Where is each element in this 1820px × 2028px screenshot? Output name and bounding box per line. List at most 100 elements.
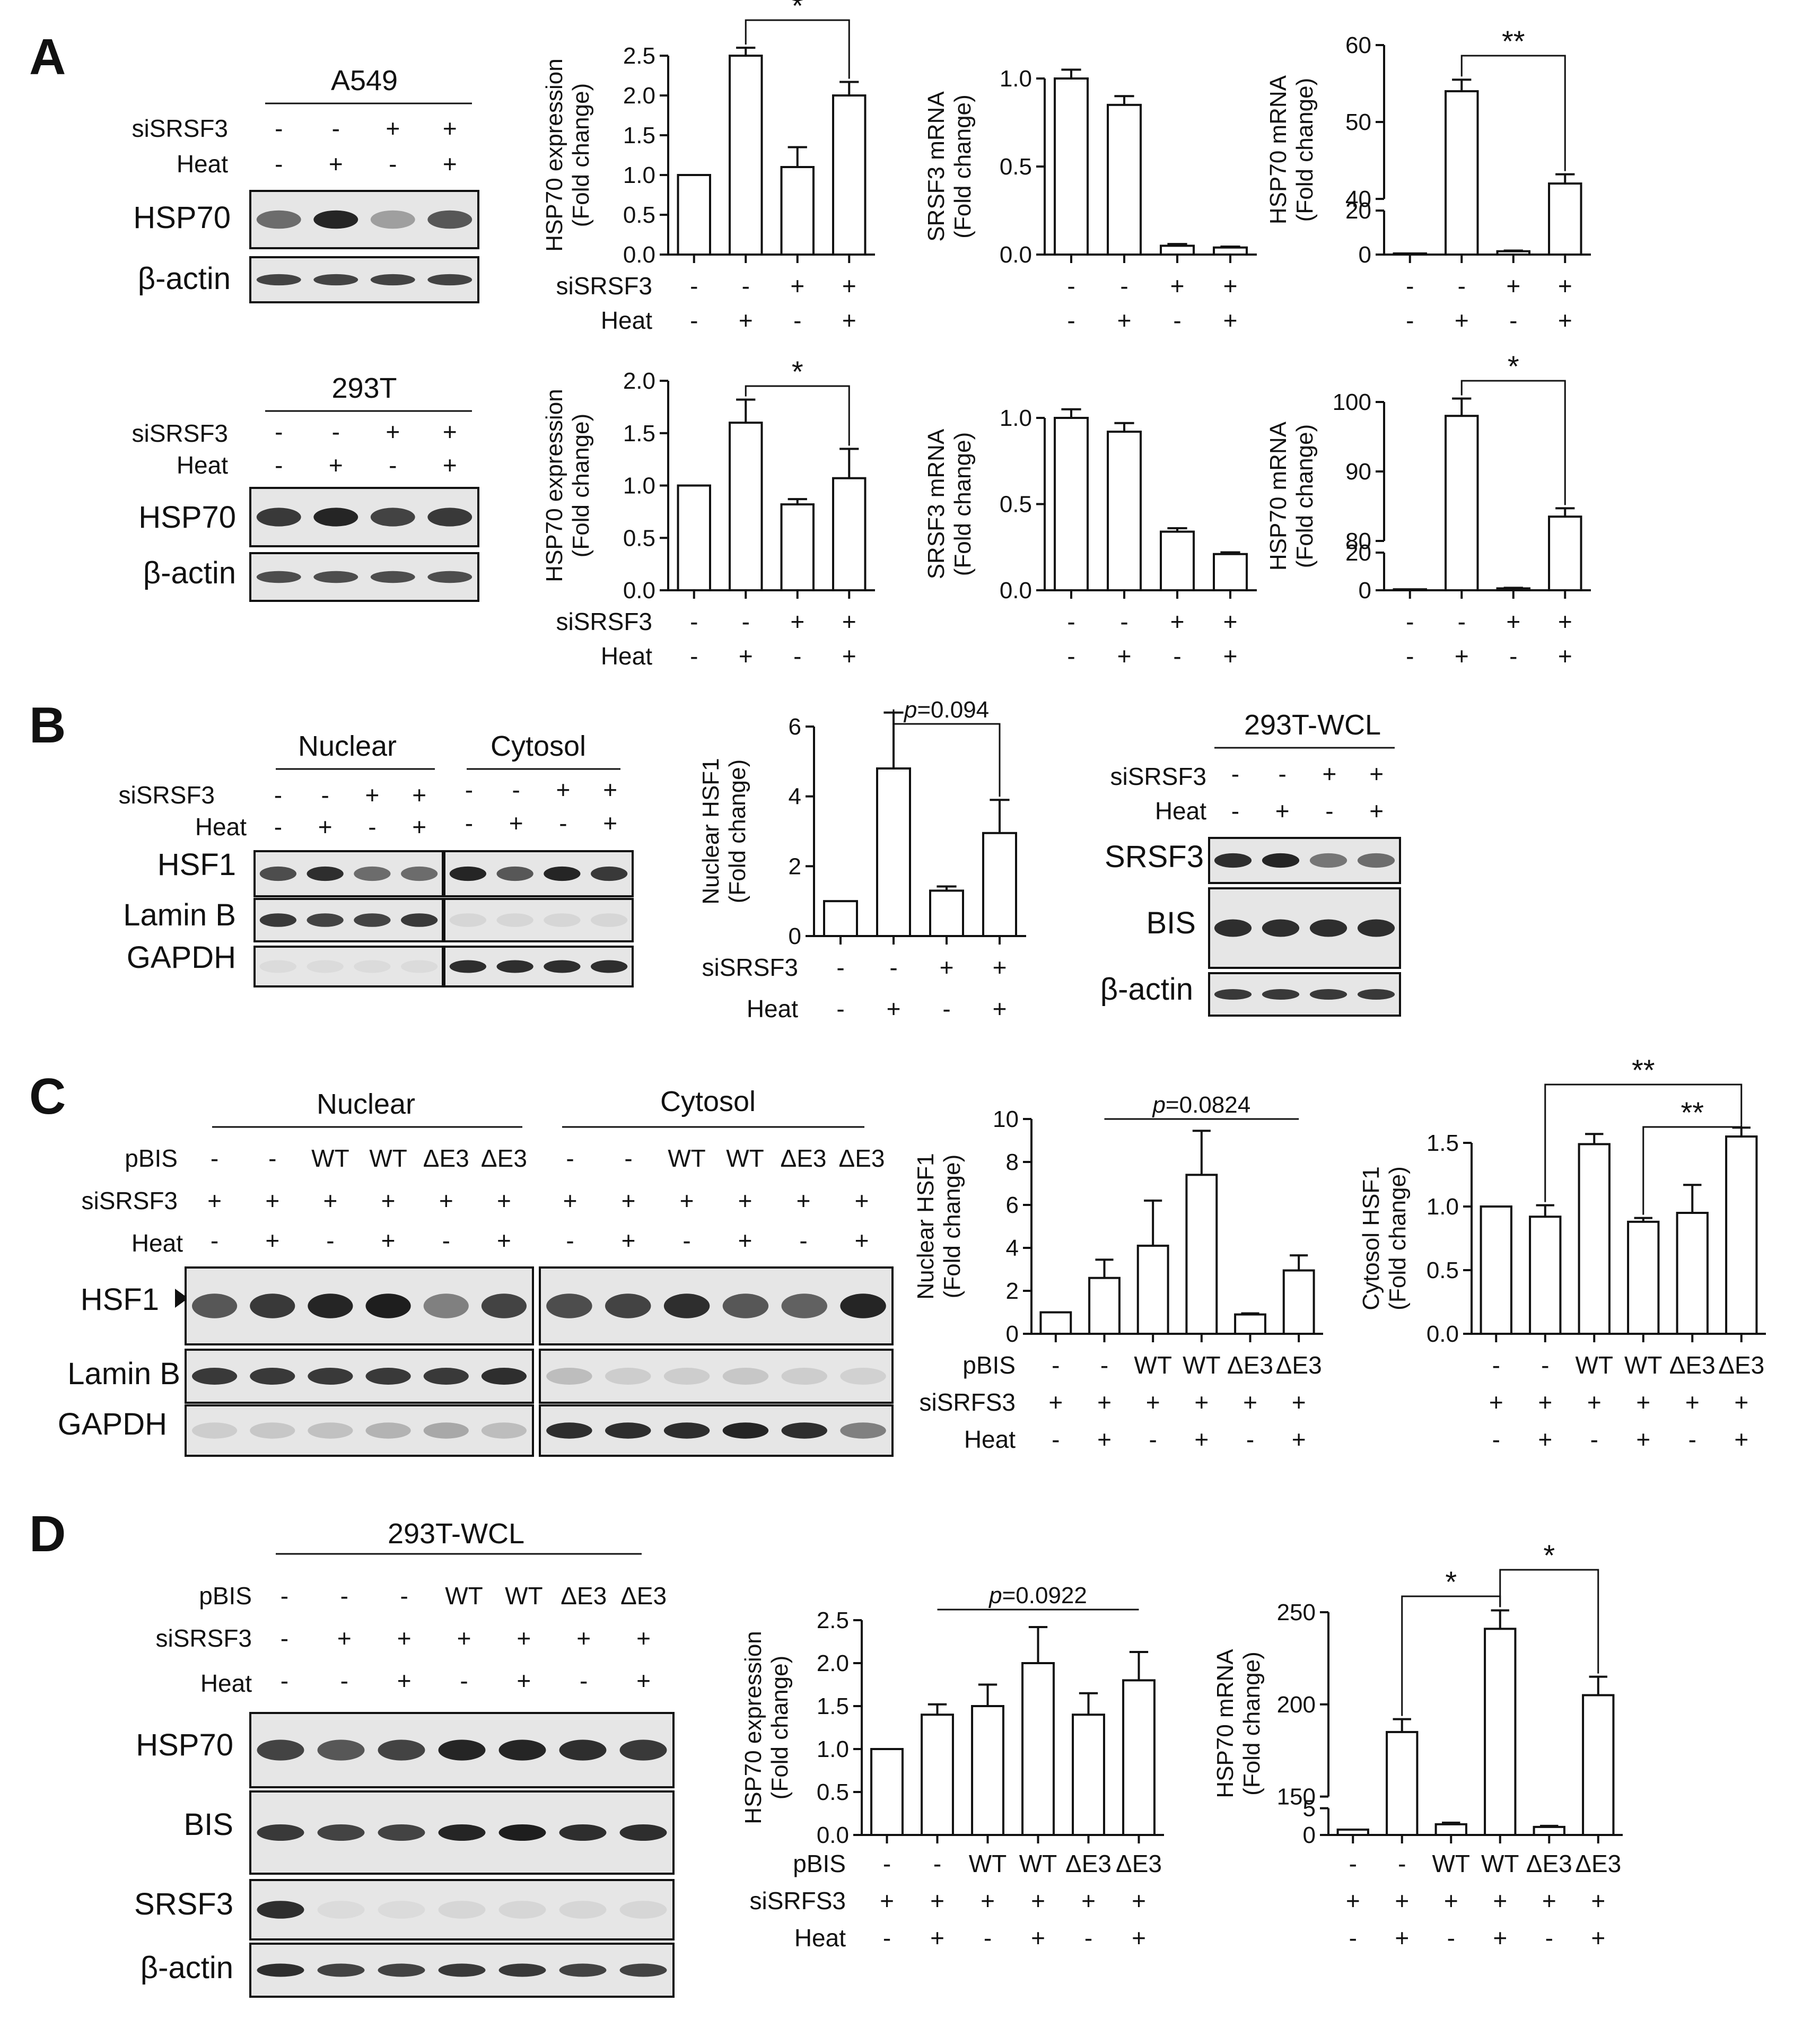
- b-nuclear-blot-1-band: [354, 913, 391, 927]
- panel-letter-c: C: [29, 1068, 66, 1125]
- d-hsp70-expr-chart-cond-val: ΔE3: [1065, 1850, 1112, 1877]
- a549-hsp70-mrna-chart-tick-label: 50: [1345, 109, 1371, 135]
- d-srsf3-blot-band: [559, 1901, 607, 1919]
- b-sisrsf3-label: siSRSF3: [119, 781, 215, 809]
- b-nuclear-hsf1-chart-bar: [823, 900, 858, 937]
- 293t-hsp70-mrna-chart-sig-bracket: [1460, 380, 1566, 505]
- d-pbis-5: ΔE3: [561, 1582, 607, 1610]
- a549-hsp70-mrna-chart-tick-label: 20: [1345, 198, 1371, 224]
- c-cyt-heat-2: -: [682, 1227, 690, 1254]
- a549-actin-blot-band: [313, 274, 358, 286]
- 293t-hsp70-mrna-chart-cond-val: +: [1558, 642, 1572, 670]
- a549-hsp70-mrna-chart-cond-val: +: [1558, 272, 1572, 300]
- b-nuclear-hsf1-chart-cond-label: Heat: [747, 995, 798, 1022]
- b-wcl-si-2: +: [1322, 760, 1336, 788]
- a549-srsf3-mrna-chart-tick-label: 0.0: [1000, 242, 1032, 268]
- panel-letter-a: A: [29, 29, 66, 85]
- d-hsp70-mrna-chart-cond-val: WT: [1481, 1850, 1519, 1877]
- b-cyt-heat-3: +: [603, 809, 617, 837]
- c-cytosol-gapdh-blot-frame: [539, 1404, 894, 1457]
- c-cytosol-hsf1-chart-tick-label: 1.5: [1427, 1130, 1459, 1156]
- d-hsp70-expr-chart-tick-label: 0.0: [817, 1822, 849, 1848]
- d-heat-5: -: [580, 1667, 588, 1694]
- d-hsp70-blot-band: [498, 1739, 546, 1761]
- d-hsp70-expr-chart-cond-val: -: [883, 1924, 891, 1952]
- d-hsp70-expr-chart-cond-val: +: [880, 1887, 894, 1915]
- d-hsp70-mrna-chart-cond-val: +: [1395, 1887, 1409, 1915]
- c-cyt-pbis-3: WT: [726, 1144, 764, 1172]
- d-hsp70-expr-chart-cond-label: pBIS: [793, 1850, 846, 1877]
- a549-hsp70-mrna-chart-tick-label: 0: [1359, 242, 1371, 268]
- d-bis-blot-band: [498, 1824, 546, 1841]
- c-cytosol-hsf1-chart-cond-val: +: [1734, 1388, 1748, 1416]
- b-wcl-bis-blot-band: [1309, 919, 1348, 937]
- b-cytosol-blot-0-band: [544, 866, 581, 881]
- c-nuclear-hsf1-chart-cond-val: +: [1194, 1426, 1209, 1453]
- 293t-hsp70-expr-chart-ylabel-line: HSP70 expression: [541, 389, 567, 582]
- a549-hsp70-mrna-chart-ylabel-line: HSP70 mRNA: [1265, 75, 1291, 224]
- a549-heat-2: -: [389, 150, 397, 178]
- 293t-title: 293T: [331, 372, 397, 404]
- b-cytosol-blot-1-band: [591, 913, 628, 927]
- 293t-srsf3-mrna-chart-tick-label: 0.5: [1000, 492, 1032, 518]
- a549-srsf3-mrna-chart: 0.0 0.5 1.0 SRSF3 mRNA (Fold change) - - + + - + - +: [923, 66, 1257, 334]
- c-nuclear-gapdh-blot-band: [308, 1422, 353, 1439]
- c-nuclear-hsf1-chart-tick-label: 10: [993, 1106, 1019, 1132]
- b-wcl-actin-blot-band: [1309, 989, 1348, 1000]
- b-nuclear-hsf1-chart-cond-val: -: [836, 954, 844, 981]
- a549-hsp70-expr-chart-ylabel-line: (Fold change): [568, 83, 594, 227]
- 293t-hsp70-mrna-chart-tick-label: 90: [1345, 459, 1371, 485]
- c-cytosol-hsf1-blot-band: [605, 1293, 651, 1318]
- a549-hsp70-blot-band: [313, 210, 358, 229]
- c-cytosol-hsf1-blot: [539, 1266, 894, 1345]
- d-bis-blot-band: [317, 1824, 365, 1841]
- b-nuclear-blot-0: [253, 850, 444, 897]
- d-hsp70-mrna-chart-bar: [1582, 1694, 1615, 1836]
- b-cytosol-blot-0-band: [591, 866, 628, 881]
- c-cytosol-hsf1-chart-cond-val: +: [1636, 1426, 1650, 1453]
- b-cytosol-title: Cytosol: [491, 730, 586, 762]
- a549-hsp70-expr-chart-cond-val: +: [790, 272, 804, 300]
- 293t-hsp70-mrna-chart-bar: [1445, 415, 1479, 591]
- b-nuclear-hsf1-chart-tick-label: 6: [789, 714, 801, 740]
- a549-srsf3-mrna-chart-bar: [1160, 244, 1195, 256]
- b-wcl-heat-label: Heat: [1155, 797, 1206, 825]
- 293t-actin-blot-band: [256, 571, 301, 583]
- c-nuc-heat-5: +: [497, 1227, 511, 1254]
- 293t-hsp70-mrna-chart-bar: [1548, 515, 1582, 592]
- 293t-hsp70-mrna-chart-cond-val: -: [1458, 608, 1466, 635]
- 293t-srsf3-mrna-chart-ylabel-line: SRSF3 mRNA: [923, 429, 949, 579]
- c-cyt-pbis-4: ΔE3: [781, 1144, 827, 1172]
- c-cytosol-hsf1-chart-cond-val: ΔE3: [1669, 1351, 1716, 1379]
- c-nuclear-hsf1-blot-band: [481, 1293, 527, 1318]
- b-wcl-heat-2: -: [1325, 797, 1333, 825]
- 293t-hsp70-mrna-chart-cond-val: -: [1406, 642, 1414, 670]
- a549-hsp70-blot-band: [256, 210, 301, 229]
- b-nuclear-blot-2-band: [401, 960, 438, 973]
- d-srsf3-blot-band: [317, 1901, 365, 1919]
- 293t-heat-label: Heat: [177, 451, 228, 479]
- c-cytosol-hsf1-chart: 0.0 0.5 1.0 1.5 Cytosol HSF1 (Fold change) ** *…: [1358, 1053, 1766, 1453]
- b-wcl-bis-blot-band: [1262, 919, 1300, 937]
- d-hsp70-mrna-chart-cond-val: WT: [1432, 1850, 1470, 1877]
- c-nuc-si-3: +: [381, 1187, 396, 1214]
- c-nuclear-hsf1-chart-cond-val: -: [1149, 1426, 1157, 1453]
- 293t-hsp70-mrna-chart-tick-label: 80: [1345, 528, 1371, 554]
- b-nuclear-hsf1-chart-tick-label: 0: [789, 923, 801, 949]
- c-cytosol-hsf1-chart-cond-val: ΔE3: [1718, 1351, 1764, 1379]
- d-hsp70-mrna-chart-tick-label: 200: [1277, 1692, 1316, 1718]
- 293t-hsp70-mrna-chart-ylabel-line: HSP70 mRNA: [1265, 421, 1291, 571]
- d-pbis-4: WT: [505, 1582, 543, 1610]
- a549-hsp70-expr-chart-cond-val: -: [690, 272, 698, 300]
- c-cytosol-hsf1-chart-bar: [1725, 1135, 1758, 1335]
- d-hsp70-mrna-chart-cond-val: ΔE3: [1575, 1850, 1621, 1877]
- d-hsp70-mrna-chart-cond-val: +: [1591, 1924, 1605, 1952]
- b-nuclear-blot-1-band: [307, 913, 344, 927]
- panel-letter-b: B: [29, 697, 66, 754]
- d-si-1: +: [337, 1624, 352, 1652]
- c-nuclear-hsf1-blot-band: [250, 1293, 295, 1318]
- c-nuclear-hsf1-chart-cond-val: +: [1292, 1388, 1306, 1416]
- 293t-srsf3-mrna-chart-cond-val: -: [1120, 608, 1128, 635]
- c-cytosol-hsf1-chart-cond-val: +: [1489, 1388, 1503, 1416]
